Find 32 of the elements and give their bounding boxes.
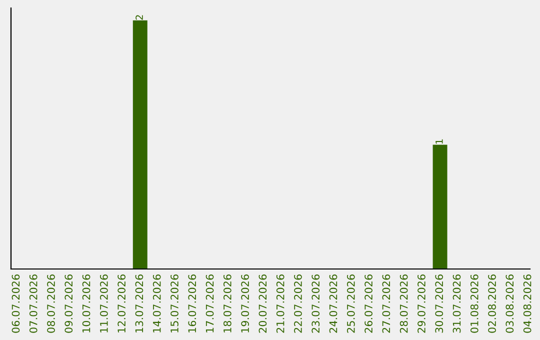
x-tick-label: 07.07.2026 [29,274,38,333]
x-tick-label: 30.07.2026 [435,274,444,333]
x-tick-label: 31.07.2026 [452,274,461,333]
x-tick-label: 02.08.2026 [488,274,496,333]
x-tick-label: 22.07.2026 [294,274,302,333]
x-tick-label: 28.07.2026 [400,274,408,333]
x-tick-label: 16.07.2026 [188,274,196,332]
x-tick-label: 26.07.2026 [364,274,372,333]
x-tick-label: 03.08.2026 [506,274,514,333]
x-tick-label: 06.07.2026 [12,274,20,333]
x-tick-label: 18.07.2026 [223,274,232,332]
x-tick-label: 24.07.2026 [329,274,338,333]
x-tick-label: 21.07.2026 [276,274,284,333]
x-tick-label: 17.07.2026 [206,274,214,332]
x-tick-label: 15.07.2026 [170,274,178,332]
x-tick-label: 10.07.2026 [82,274,90,332]
x-tick-label: 08.07.2026 [47,274,55,333]
x-tick-label: 13.07.2026 [135,274,144,332]
x-tick-label: 27.07.2026 [382,274,390,333]
data-label: 2 [136,15,143,20]
x-tick-label: 25.07.2026 [346,274,355,333]
x-tick-label: 09.07.2026 [64,274,73,333]
x-tick-label: 11.07.2026 [100,274,108,332]
x-tick-label: 12.07.2026 [118,274,126,332]
x-tick-label: 19.07.2026 [241,274,249,332]
x-tick-label: 29.07.2026 [418,274,426,333]
x-tick-label: 23.07.2026 [312,274,320,333]
x-tick-label: 20.07.2026 [258,274,267,333]
x-tick-label: 04.08.2026 [523,274,532,333]
data-label: 1 [436,139,443,144]
x-tick-label: 01.08.2026 [470,274,478,333]
x-tick-label: 14.07.2026 [152,274,161,332]
